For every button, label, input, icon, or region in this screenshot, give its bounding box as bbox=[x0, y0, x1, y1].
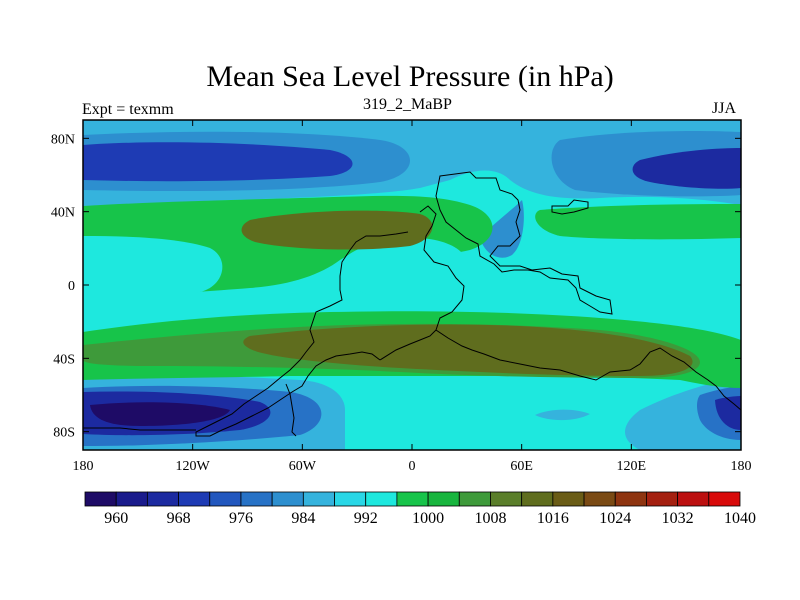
coastline-south-inner bbox=[379, 329, 437, 361]
colorbar-swatch bbox=[646, 491, 679, 507]
colorbar-swatch bbox=[521, 491, 554, 507]
lon-tick-label: 180 bbox=[73, 459, 94, 474]
field-1008-north-east bbox=[535, 204, 741, 240]
pressure-field bbox=[83, 120, 741, 450]
colorbar-label: 976 bbox=[229, 510, 253, 527]
colorbar-swatch bbox=[115, 491, 148, 507]
colorbar-label: 1024 bbox=[599, 510, 631, 527]
field-1000-west-patch bbox=[83, 236, 223, 300]
field-976-north-west bbox=[83, 142, 353, 182]
axis-tick-labels: 180 120W 60W 0 60E 120E 180 80N 40N 0 40S 80S bbox=[51, 132, 752, 474]
colorbar-swatch bbox=[84, 491, 117, 507]
colorbar-swatch bbox=[708, 491, 741, 507]
time-period-label: 319_2_MaBP bbox=[363, 96, 452, 113]
colorbar-label: 992 bbox=[354, 510, 378, 527]
colorbar-swatch bbox=[365, 491, 398, 507]
colorbar-swatch bbox=[427, 491, 460, 507]
lon-tick-label: 0 bbox=[409, 459, 416, 474]
season-label: JJA bbox=[712, 100, 737, 117]
lat-tick-label: 40N bbox=[51, 206, 75, 221]
field-1000-central-patch bbox=[339, 238, 469, 300]
lon-tick-label: 120W bbox=[176, 459, 211, 474]
colorbar-label: 1040 bbox=[724, 510, 756, 527]
lon-tick-label: 120E bbox=[617, 459, 647, 474]
coastline-west-margin bbox=[195, 231, 409, 437]
field-1024-south-band bbox=[243, 324, 693, 376]
coastlines bbox=[83, 171, 742, 437]
colorbar-label: 984 bbox=[291, 510, 315, 527]
colorbar-swatch bbox=[396, 491, 429, 507]
colorbar-swatch bbox=[677, 491, 710, 507]
colorbar-label: 1032 bbox=[662, 510, 694, 527]
field-1016-north bbox=[241, 210, 433, 250]
lat-tick-label: 40S bbox=[53, 352, 75, 367]
plot-title: Mean Sea Level Pressure (in hPa) bbox=[206, 60, 614, 93]
colorbar-label: 1008 bbox=[474, 510, 506, 527]
coastline-north-continent bbox=[435, 171, 613, 315]
lat-tick-label: 80S bbox=[53, 426, 75, 441]
colorbar-swatch bbox=[614, 491, 647, 507]
colorbar-swatch bbox=[240, 491, 273, 507]
field-992-patch bbox=[535, 409, 590, 421]
colorbar-swatch bbox=[178, 491, 211, 507]
coastline-island-northeast bbox=[551, 199, 589, 215]
colorbar-swatch bbox=[271, 491, 304, 507]
lon-tick-label: 60E bbox=[510, 459, 533, 474]
coastline-southern-margin bbox=[419, 205, 742, 411]
colorbar-swatch bbox=[552, 491, 585, 507]
colorbar-swatch bbox=[302, 491, 335, 507]
lat-tick-label: 80N bbox=[51, 132, 75, 147]
colorbar-swatch bbox=[209, 491, 242, 507]
coastline-inlet bbox=[285, 383, 297, 437]
field-968-north-east bbox=[632, 148, 741, 189]
colorbar-label: 1000 bbox=[412, 510, 444, 527]
colorbar-swatch bbox=[146, 491, 179, 507]
colorbar-swatch bbox=[334, 491, 367, 507]
colorbar-label: 968 bbox=[167, 510, 191, 527]
colorbar-swatch bbox=[490, 491, 523, 507]
field-960-south-west bbox=[90, 402, 230, 426]
axis-ticks bbox=[82, 120, 742, 450]
colorbar-swatch bbox=[458, 491, 491, 507]
colorbar-swatch bbox=[583, 491, 616, 507]
colorbar bbox=[84, 491, 741, 507]
lon-tick-label: 60W bbox=[289, 459, 317, 474]
coastline-south-edge bbox=[83, 427, 196, 431]
lat-tick-label: 0 bbox=[68, 279, 75, 294]
lon-tick-label: 180 bbox=[731, 459, 752, 474]
colorbar-labels: 960 968 976 984 992 1000 1008 1016 1024 1032 1040 bbox=[104, 510, 756, 527]
colorbar-label: 1016 bbox=[537, 510, 569, 527]
colorbar-label: 960 bbox=[104, 510, 128, 527]
experiment-label: Expt = texmm bbox=[82, 101, 174, 118]
